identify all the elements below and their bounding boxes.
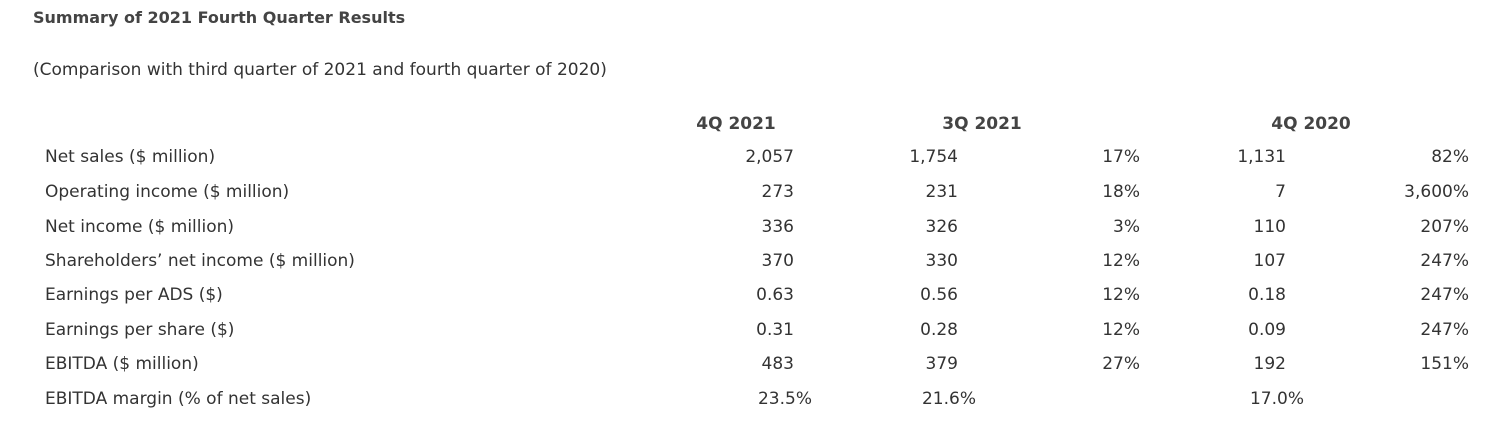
value-3q-2021: 231 [925, 182, 958, 202]
value-4q-2020: 17.0% [1249, 389, 1304, 409]
table-row: Net sales ($ million) 2,057 1,754 17% 1,… [0, 147, 1500, 177]
change-vs-4q-2020: 247% [1420, 320, 1469, 340]
row-label: Net income ($ million) [45, 217, 235, 237]
value-3q-2021: 379 [925, 354, 958, 374]
value-4q-2020: 7 [1275, 182, 1286, 202]
row-label: Earnings per ADS ($) [45, 285, 223, 305]
value-4q-2020: 107 [1253, 251, 1286, 271]
change-vs-4q-2020: 151% [1420, 354, 1469, 374]
value-4q-2020: 0.18 [1248, 285, 1286, 305]
row-label: Earnings per share ($) [45, 320, 235, 340]
change-vs-3q-2021: 27% [1102, 354, 1140, 374]
value-4q-2020: 192 [1253, 354, 1286, 374]
value-4q-2021: 483 [761, 354, 794, 374]
change-vs-3q-2021: 12% [1102, 251, 1140, 271]
value-4q-2021: 370 [761, 251, 794, 271]
change-vs-3q-2021: 3% [1113, 217, 1140, 237]
value-4q-2020: 0.09 [1248, 320, 1286, 340]
row-label: Net sales ($ million) [45, 147, 216, 167]
value-3q-2021: 0.56 [920, 285, 958, 305]
change-vs-3q-2021: 12% [1102, 320, 1140, 340]
value-4q-2020: 1,131 [1237, 147, 1286, 167]
value-3q-2021: 1,754 [909, 147, 958, 167]
value-4q-2021: 273 [761, 182, 794, 202]
table-row: Operating income ($ million) 273 231 18%… [0, 182, 1500, 212]
value-4q-2021: 23.5% [757, 389, 812, 409]
change-vs-4q-2020: 3,600% [1404, 182, 1469, 202]
change-vs-4q-2020: 82% [1431, 147, 1469, 167]
table-row: Shareholders’ net income ($ million) 370… [0, 251, 1500, 281]
row-label: EBITDA ($ million) [45, 354, 199, 374]
page-title: Summary of 2021 Fourth Quarter Results [33, 8, 406, 27]
change-vs-3q-2021: 17% [1102, 147, 1140, 167]
change-vs-4q-2020: 247% [1420, 251, 1469, 271]
table-row: Net income ($ million) 336 326 3% 110 20… [0, 217, 1500, 247]
change-vs-3q-2021: 12% [1102, 285, 1140, 305]
value-3q-2021: 21.6% [921, 389, 976, 409]
column-header-4q-2021: 4Q 2021 [696, 114, 776, 134]
value-3q-2021: 330 [925, 251, 958, 271]
table-row: Earnings per ADS ($) 0.63 0.56 12% 0.18 … [0, 285, 1500, 315]
value-3q-2021: 326 [925, 217, 958, 237]
value-4q-2021: 2,057 [745, 147, 794, 167]
value-3q-2021: 0.28 [920, 320, 958, 340]
change-vs-3q-2021: 18% [1102, 182, 1140, 202]
column-header-4q-2020: 4Q 2020 [1271, 114, 1351, 134]
value-4q-2021: 0.31 [756, 320, 794, 340]
value-4q-2020: 110 [1253, 217, 1286, 237]
page-subtitle: (Comparison with third quarter of 2021 a… [33, 60, 607, 80]
change-vs-4q-2020: 207% [1420, 217, 1469, 237]
row-label: Operating income ($ million) [45, 182, 290, 202]
table-row: EBITDA margin (% of net sales) 23.5% 21.… [0, 389, 1500, 419]
column-header-3q-2021: 3Q 2021 [942, 114, 1022, 134]
row-label: Shareholders’ net income ($ million) [45, 251, 355, 271]
row-label: EBITDA margin (% of net sales) [45, 389, 312, 409]
table-row: EBITDA ($ million) 483 379 27% 192 151% [0, 354, 1500, 384]
table-row: Earnings per share ($) 0.31 0.28 12% 0.0… [0, 320, 1500, 350]
change-vs-4q-2020: 247% [1420, 285, 1469, 305]
value-4q-2021: 0.63 [756, 285, 794, 305]
value-4q-2021: 336 [761, 217, 794, 237]
